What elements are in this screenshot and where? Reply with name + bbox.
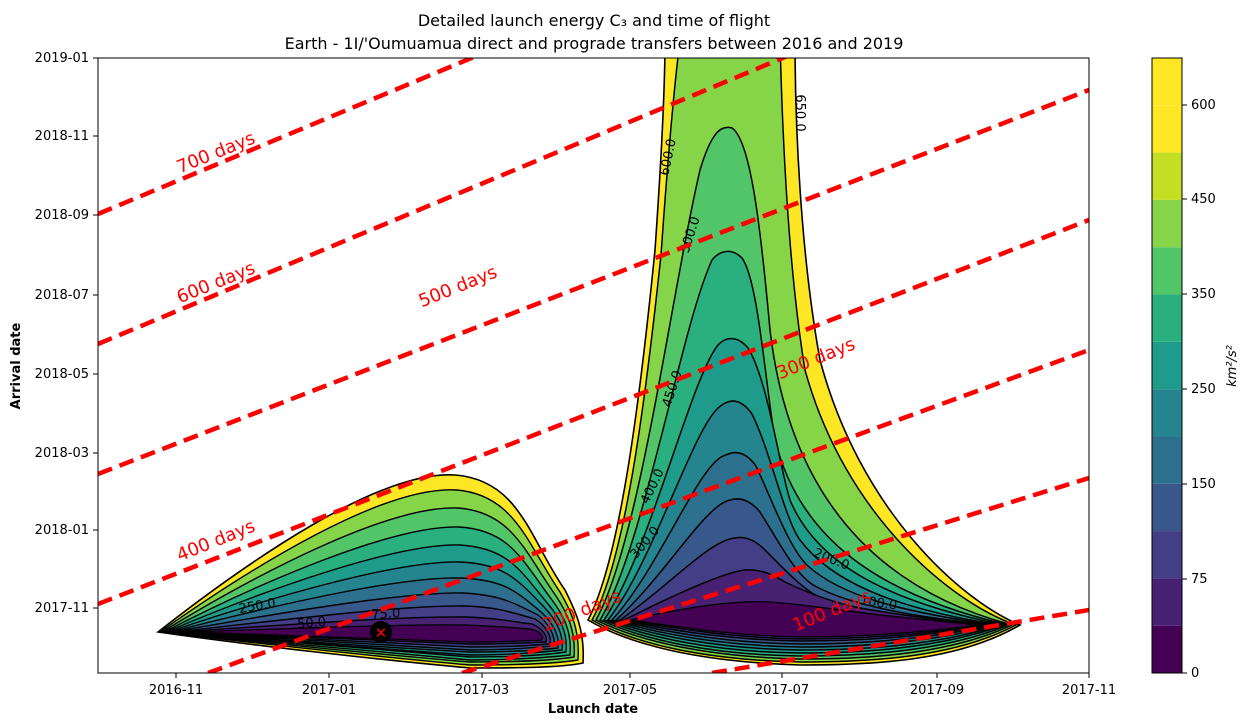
tof-line-500 <box>98 87 1089 477</box>
colorbar-tick-label: 350 <box>1191 287 1216 302</box>
x-axis-label: Launch date <box>548 702 638 717</box>
contour-label: 75.0 <box>371 606 401 622</box>
y-tick-label: 2018-09 <box>35 208 89 223</box>
colorbar-frame <box>1151 57 1183 674</box>
x-tick-label: 2017-01 <box>302 683 356 698</box>
minimum-marker-ring <box>370 621 392 643</box>
colorbar-band <box>1152 531 1182 579</box>
colorbar-band <box>1152 483 1182 532</box>
colorbar-band <box>1152 247 1182 295</box>
time-of-flight-lines <box>98 58 1089 673</box>
contour-labels: 650.0 600.0 500.0 450.0 400.0 300.0 200.… <box>238 94 898 632</box>
contour-label: 250.0 <box>238 596 277 617</box>
colorbar-label: km²/s² <box>1225 345 1240 387</box>
plot-frame <box>97 57 1090 674</box>
tof-line-200 <box>461 475 1089 673</box>
colorbar-band <box>1152 294 1182 342</box>
colorbar: 0 75 150 250 350 450 600 <box>1151 57 1216 681</box>
colorbar-band <box>1152 105 1182 153</box>
tof-label: 700 days <box>174 128 258 178</box>
chart-title: Detailed launch energy C₃ and time of fl… <box>418 11 770 30</box>
contour-region <box>156 58 1022 669</box>
tof-label: 600 days <box>174 258 258 308</box>
colorbar-tick-label: 0 <box>1191 666 1199 681</box>
colorbar-band <box>1152 436 1182 484</box>
y-tick-label: 2018-05 <box>35 367 89 382</box>
y-tick-label: 2018-11 <box>35 129 89 144</box>
chart-subtitle: Earth - 1I/'Oumuamua direct and prograde… <box>285 34 904 53</box>
tof-line-300 <box>207 347 1089 673</box>
x-tick-label: 2016-11 <box>149 683 203 698</box>
colorbar-band <box>1152 341 1182 390</box>
x-tick-label: 2017-03 <box>455 683 509 698</box>
contour-label: 650.0 <box>792 94 807 131</box>
y-tick-label: 2019-01 <box>35 51 89 66</box>
colorbar-band <box>1152 578 1182 626</box>
cross-icon: ✕ <box>375 624 388 642</box>
tof-line-600 <box>98 58 789 347</box>
colorbar-tick-label: 450 <box>1191 192 1216 207</box>
tof-label: 500 days <box>416 262 500 312</box>
colorbar-band <box>1152 152 1182 200</box>
tof-line-100 <box>711 607 1089 673</box>
x-tick-label: 2017-11 <box>1062 683 1116 698</box>
colorbar-tick-label: 600 <box>1191 98 1216 113</box>
colorbar-band <box>1152 199 1182 248</box>
y-axis-label: Arrival date <box>9 322 24 409</box>
y-tick-label: 2018-07 <box>35 288 89 303</box>
x-tick-label: 2017-09 <box>910 683 964 698</box>
colorbar-band <box>1152 58 1182 106</box>
y-tick-label: 2018-03 <box>35 446 89 461</box>
y-tick-label: 2018-01 <box>35 523 89 538</box>
colorbar-tick-label: 75 <box>1191 572 1208 587</box>
tof-line-700 <box>98 58 478 217</box>
contour-label: 100.0 <box>859 594 898 614</box>
x-tick-label: 2017-05 <box>603 683 657 698</box>
x-axis: 2016-11 2017-01 2017-03 2017-05 2017-07 2017-… <box>149 673 1116 698</box>
colorbar-band <box>1152 389 1182 437</box>
minimum-c3-marker: ✕ <box>370 621 392 643</box>
colorbar-band <box>1152 625 1182 673</box>
tof-line-400 <box>98 217 1089 607</box>
x-tick-label: 2017-07 <box>755 683 809 698</box>
y-axis: 2017-11 2018-01 2018-03 2018-05 2018-07 2018-… <box>35 51 98 616</box>
right-lobe-core <box>629 601 979 638</box>
contour-label: 50.0 <box>297 615 327 632</box>
colorbar-tick-label: 250 <box>1191 382 1216 397</box>
colorbar-tick-label: 150 <box>1191 477 1216 492</box>
y-tick-label: 2017-11 <box>35 601 89 616</box>
